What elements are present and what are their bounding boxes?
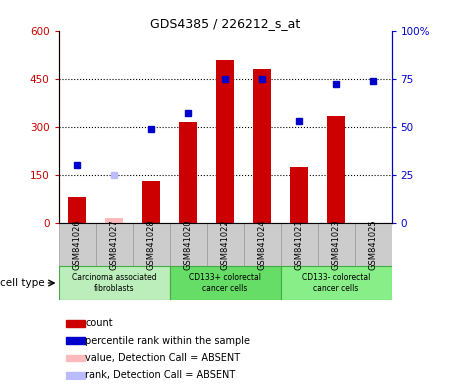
Text: rank, Detection Call = ABSENT: rank, Detection Call = ABSENT — [86, 370, 235, 380]
Bar — [280, 266, 392, 300]
Bar — [132, 223, 170, 266]
Text: Carcinoma associated
fibroblasts: Carcinoma associated fibroblasts — [72, 273, 156, 293]
Bar — [280, 223, 318, 266]
Bar — [58, 266, 170, 300]
Text: GSM841022: GSM841022 — [220, 219, 230, 270]
Bar — [327, 116, 345, 223]
Bar — [105, 218, 123, 223]
Bar — [207, 223, 243, 266]
Text: count: count — [86, 318, 113, 328]
Bar — [290, 167, 308, 223]
Bar — [243, 223, 280, 266]
Text: GSM841021: GSM841021 — [294, 219, 303, 270]
Bar — [170, 223, 207, 266]
Text: GSM841026: GSM841026 — [72, 219, 81, 270]
Text: cell type: cell type — [0, 278, 45, 288]
Bar — [95, 223, 132, 266]
Bar — [66, 372, 86, 379]
Text: GSM841028: GSM841028 — [147, 219, 156, 270]
Bar — [179, 122, 197, 223]
Text: GSM841020: GSM841020 — [184, 219, 193, 270]
Text: CD133+ colorectal
cancer cells: CD133+ colorectal cancer cells — [189, 273, 261, 293]
Bar — [66, 320, 86, 327]
Text: GSM841023: GSM841023 — [332, 219, 341, 270]
Text: GSM841024: GSM841024 — [257, 219, 266, 270]
Bar — [355, 223, 392, 266]
Title: GDS4385 / 226212_s_at: GDS4385 / 226212_s_at — [150, 17, 300, 30]
Bar — [318, 223, 355, 266]
Bar — [68, 197, 86, 223]
Bar — [66, 337, 86, 344]
Bar — [66, 354, 86, 361]
Bar — [216, 60, 234, 223]
Bar — [170, 266, 280, 300]
Bar — [142, 181, 160, 223]
Text: GSM841027: GSM841027 — [109, 219, 118, 270]
Text: CD133- colorectal
cancer cells: CD133- colorectal cancer cells — [302, 273, 370, 293]
Bar — [58, 223, 95, 266]
Text: GSM841025: GSM841025 — [369, 219, 378, 270]
Bar — [253, 69, 271, 223]
Text: value, Detection Call = ABSENT: value, Detection Call = ABSENT — [86, 353, 240, 363]
Text: percentile rank within the sample: percentile rank within the sample — [86, 336, 250, 346]
